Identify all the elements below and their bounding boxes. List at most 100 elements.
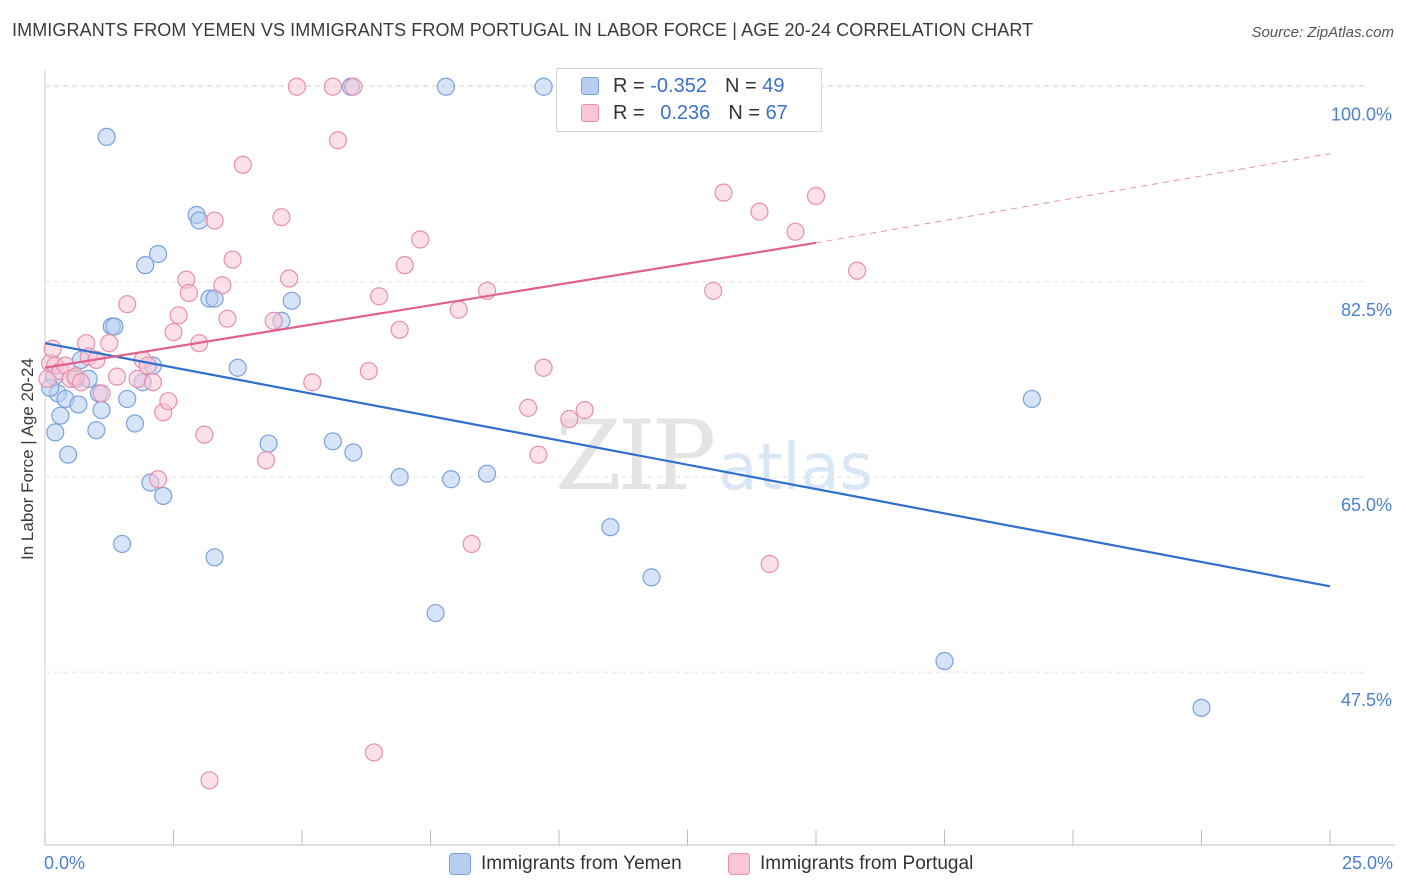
yemen-point	[344, 443, 363, 462]
portugal-point	[575, 401, 594, 420]
portugal-point	[71, 373, 91, 392]
yemen-point	[190, 211, 209, 230]
portugal-point	[560, 409, 579, 429]
yemen-point	[46, 423, 65, 442]
legend-swatch-portugal	[581, 104, 599, 122]
yemen-point	[282, 291, 301, 310]
portugal-point	[462, 534, 481, 554]
portugal-point	[148, 470, 168, 489]
trend-lines	[44, 153, 1331, 588]
source-label: Source: ZipAtlas.com	[1251, 24, 1394, 41]
portugal-point	[264, 311, 283, 330]
legend-n-value: 49	[762, 75, 785, 97]
portugal-point	[272, 208, 291, 227]
trend-line-yemen	[44, 342, 1331, 588]
series-swatch-yemen	[449, 853, 471, 875]
legend-r-label: R =	[613, 75, 651, 97]
yemen-point	[436, 77, 456, 96]
legend-n-label: N =	[724, 75, 763, 97]
y-tick-label: 82.5%	[1341, 300, 1392, 320]
legend-text-yemen: R = -0.352 N = 49	[613, 75, 784, 98]
portugal-point	[233, 155, 252, 174]
portugal-point	[256, 451, 276, 470]
yemen-point	[441, 470, 461, 489]
portugal-point	[714, 183, 733, 202]
yemen-point	[534, 77, 553, 96]
legend-r-label: R =	[613, 102, 651, 124]
yemen-point	[205, 548, 224, 567]
yemen-point	[935, 651, 954, 671]
portugal-point	[704, 281, 723, 300]
portugal-point	[848, 261, 867, 280]
portugal-point	[323, 77, 342, 96]
yemen-point	[1192, 698, 1211, 717]
series-swatch-portugal	[728, 853, 750, 875]
yemen-point	[323, 432, 342, 451]
y-tick-label: 100.0%	[1331, 105, 1392, 125]
portugal-point	[118, 295, 137, 314]
portugal-point	[138, 356, 157, 375]
portugal-point	[218, 309, 237, 328]
yemen-point	[125, 414, 145, 433]
trend-line-portugal-projection	[815, 153, 1331, 244]
yemen-point	[51, 406, 70, 425]
portugal-point	[213, 276, 232, 295]
portugal-point	[100, 334, 119, 353]
yemen-point	[642, 568, 661, 587]
portugal-point	[280, 269, 299, 288]
legend-text-portugal: R = 0.236 N = 67	[613, 102, 788, 125]
y-tick-label: 47.5%	[1341, 690, 1392, 710]
trend-line-portugal	[44, 241, 817, 369]
portugal-point	[519, 398, 538, 417]
y-axis-label: In Labor Force | Age 20-24	[18, 358, 37, 560]
yemen-point	[477, 464, 497, 483]
x-tick-label: 0.0%	[44, 853, 85, 873]
yemen-point	[426, 603, 445, 623]
watermark: ZIPatlas	[555, 400, 873, 512]
chart-title: IMMIGRANTS FROM YEMEN VS IMMIGRANTS FROM…	[12, 20, 1034, 40]
yemen-point	[105, 317, 124, 336]
data-points	[38, 77, 1211, 790]
portugal-point	[359, 361, 378, 381]
yemen-point	[136, 256, 155, 275]
portugal-point	[529, 445, 548, 464]
legend-n-label: N =	[728, 102, 766, 124]
portugal-point	[195, 425, 214, 444]
series-legend: Immigrants from Yemen Immigrants from Po…	[0, 852, 1406, 878]
legend-swatch-yemen	[581, 77, 599, 95]
series-legend-label-yemen: Immigrants from Yemen	[481, 853, 682, 874]
portugal-point	[760, 554, 779, 574]
yemen-point	[69, 395, 88, 414]
portugal-point	[806, 186, 826, 206]
yemen-point	[87, 421, 106, 440]
portugal-point	[750, 202, 769, 221]
portugal-point	[411, 230, 430, 249]
legend-n-value: 67	[765, 102, 788, 124]
yemen-point	[154, 486, 173, 506]
portugal-point	[395, 256, 414, 275]
yemen-point	[601, 518, 620, 537]
portugal-point	[328, 131, 348, 150]
yemen-point	[148, 244, 168, 264]
portugal-point	[92, 384, 111, 403]
legend-r-value: -0.352	[650, 75, 707, 97]
correlation-legend: R = -0.352 N = 49 R = 0.236 N = 67	[556, 68, 822, 132]
portugal-point	[200, 771, 219, 790]
portugal-point	[159, 392, 178, 411]
watermark-atlas: atlas	[718, 431, 873, 505]
portugal-point	[534, 358, 553, 377]
yemen-point	[92, 401, 111, 420]
y-tick-label: 65.0%	[1341, 495, 1392, 515]
yemen-point	[390, 467, 409, 487]
yemen-point	[228, 358, 247, 377]
yemen-point	[205, 289, 224, 308]
portugal-point	[449, 300, 468, 319]
yemen-point	[118, 389, 137, 409]
portugal-point	[169, 306, 188, 325]
portugal-point	[205, 211, 224, 230]
legend-r-value: 0.236	[660, 102, 711, 124]
series-legend-label-portugal: Immigrants from Portugal	[760, 853, 974, 874]
portugal-point	[303, 373, 322, 392]
portugal-point	[370, 287, 389, 306]
tick-labels: 47.5% 65.0% 82.5% 100.0% 0.0% 25.0%	[44, 105, 1393, 873]
